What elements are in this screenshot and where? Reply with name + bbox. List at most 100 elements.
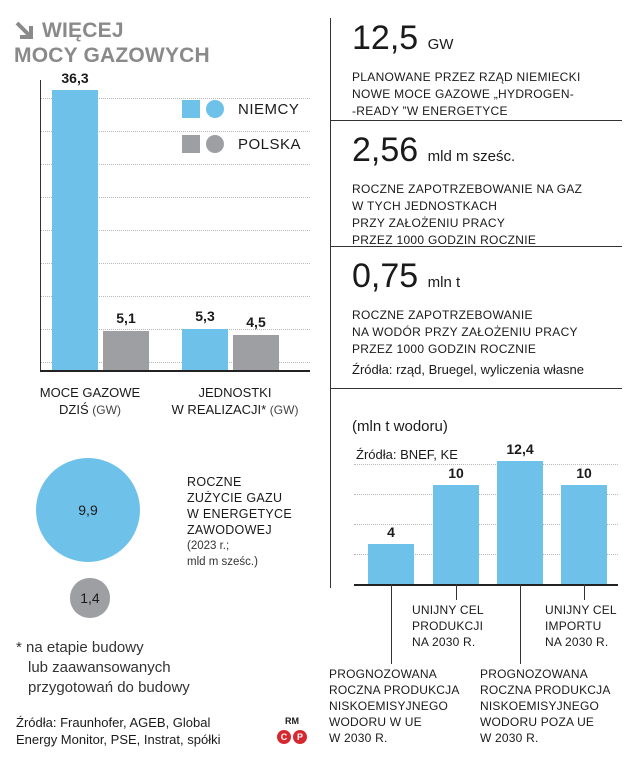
sources-line1: Źródła: Fraunhofer, AGEB, Global	[16, 715, 211, 730]
stat-0-unit: GW	[427, 36, 454, 53]
legend-circle-niemcy	[206, 100, 224, 118]
h2-label-1-line3: NA 2030 R.	[412, 635, 476, 649]
stat-divider-1	[330, 120, 622, 121]
stat-1-unit: mld m sześc.	[427, 148, 516, 165]
h2-label-2-line4: WODORU POZA UE	[480, 715, 595, 729]
h2-label-3-line2: IMPORTU	[545, 619, 602, 633]
bubble-niemcy-label: 9,9	[78, 502, 98, 518]
gridline	[40, 197, 310, 198]
gas-capacity-chart: 36,3 5,1 5,3 4,5	[14, 70, 314, 380]
gridline	[40, 329, 310, 330]
bubble-text-line2: ZUŻYCIE GAZU	[187, 491, 283, 505]
category-label-1-line2: W REALIZACJI*	[171, 402, 267, 417]
h2-label-3: UNIJNY CEL IMPORTU NA 2030 R.	[545, 602, 617, 650]
bubble-text-line4: ZAWODOWEJ	[187, 523, 272, 537]
stat-2-line2: NA WODÓR PRZY ZAŁOŻENIU PRACY	[352, 325, 578, 339]
h2-bar-value-label-0: 4	[387, 524, 395, 541]
h2-gridline	[354, 554, 618, 555]
stat-1-line4: PRZEZ 1000 GODZIN ROCZNIE	[352, 233, 537, 247]
column-divider	[330, 18, 331, 588]
gridline	[40, 230, 310, 231]
legend-square-niemcy	[182, 100, 200, 118]
stat-0-value: 12,5	[352, 19, 419, 57]
sources-line2: Energy Monitor, PSE, Instrat, spółki	[16, 732, 221, 747]
gridline	[40, 296, 310, 297]
bar-niemcy-0	[52, 90, 98, 370]
category-label-0-unit: (GW)	[92, 403, 121, 417]
bar-value-label-polska-0: 5,1	[116, 309, 136, 326]
stat-block-0: 12,5 GW PLANOWANE PRZEZ RZĄD NIEMIECKI N…	[352, 20, 622, 120]
h2-label-1-line2: PRODUKCJI	[412, 619, 484, 633]
h2-bar-3	[561, 485, 607, 584]
title-line-2: MOCY GAZOWYCH	[14, 44, 210, 67]
bubble-note-line1: (2023 r.;	[187, 540, 230, 552]
category-label-1: JEDNOSTKI W REALIZACJI* (GW)	[165, 384, 305, 419]
h2-leader-line-3	[584, 584, 585, 600]
sources: Źródła: Fraunhofer, AGEB, Global Energy …	[16, 714, 220, 748]
category-label-0: MOCE GAZOWE DZIŚ (GW)	[30, 384, 150, 419]
footnote: * na etapie budowy lub zaawansowanych pr…	[16, 638, 190, 698]
legend-label-niemcy: NIEMCY	[238, 100, 300, 118]
copyright-p-icon: P	[293, 730, 307, 744]
title-line-1: WIĘCEJ	[42, 19, 124, 42]
h2-bar-value-label-2: 12,4	[506, 441, 534, 458]
copyright-rm: RM	[285, 716, 299, 726]
h2-leader-line-2	[520, 584, 521, 664]
h2-label-0: PROGNOZOWANA ROCZNA PRODUKCJA NISKOEMISY…	[329, 666, 460, 746]
footnote-line3: przygotowań do budowy	[28, 679, 190, 696]
stat-1-value: 2,56	[352, 131, 419, 169]
x-axis-line	[40, 370, 310, 372]
legend-square-polska	[182, 135, 200, 153]
legend-item-niemcy: NIEMCY	[182, 100, 301, 118]
stat-divider-3	[330, 388, 622, 389]
legend: NIEMCY POLSKA	[182, 100, 301, 153]
legend-label-polska: POLSKA	[238, 135, 302, 153]
bubble-polska-label: 1,4	[80, 589, 100, 606]
stat-0-line1: PLANOWANE PRZEZ RZĄD NIEMIECKI	[352, 70, 581, 84]
stat-2-line1: ROCZNE ZAPOTRZEBOWANIE	[352, 308, 533, 322]
y-axis-line	[40, 80, 41, 371]
h2-gridline	[354, 494, 618, 495]
gridline	[40, 164, 310, 165]
h2-label-2-line5: W 2030 R.	[480, 731, 539, 745]
arrow-down-right-icon	[15, 21, 33, 39]
stat-0-line2: NOWE MOCE GAZOWE „HYDROGEN-	[352, 87, 575, 101]
stat-divider-2	[330, 246, 622, 247]
bar-value-label-niemcy-1: 5,3	[195, 308, 215, 325]
h2-chart-ylabel: (mln t wodoru)	[352, 418, 448, 435]
h2-label-1-line1: UNIJNY CEL	[412, 603, 484, 617]
h2-gridline	[354, 524, 618, 525]
h2-label-0-line5: W 2030 R.	[329, 731, 388, 745]
h2-bar-value-label-1: 10	[448, 465, 464, 481]
footnote-line1: * na etapie budowy	[16, 639, 144, 656]
hydrogen-chart: 4 10 12,4 10	[350, 440, 620, 590]
footnote-line2: lub zaawansowanych	[28, 659, 171, 676]
stat-2-line3: PRZEZ 1000 GODZIN ROCZNIE	[352, 342, 537, 356]
h2-label-2-line1: PROGNOZOWANA	[480, 667, 588, 681]
h2-label-2-line2: ROCZNA PRODUKCJA	[480, 683, 611, 697]
category-label-1-unit: (GW)	[269, 403, 299, 417]
bar-polska-1	[233, 335, 279, 370]
gridline	[40, 98, 310, 99]
legend-circle-polska	[206, 135, 224, 153]
h2-x-axis-line	[354, 584, 618, 586]
stat-2-value: 0,75	[352, 257, 419, 295]
stat-0-line3: -READY ”W ENERGETYCE	[352, 104, 508, 118]
bar-niemcy-1	[182, 329, 228, 370]
stat-1-line2: W TYCH JEDNOSTKACH	[352, 199, 498, 213]
stats-source: Źródła: rząd, Bruegel, wyliczenia własne	[352, 362, 584, 377]
stat-2-unit: mln t	[427, 274, 461, 291]
copyright-c-icon: C	[277, 730, 291, 744]
bubble-polska: 1,4	[70, 578, 110, 618]
h2-bar-value-label-3: 10	[576, 465, 592, 481]
h2-label-2-line3: NISKOEMISYJNEGO	[480, 699, 600, 713]
gridline	[40, 131, 310, 132]
h2-label-2: PROGNOZOWANA ROCZNA PRODUKCJA NISKOEMISY…	[480, 666, 611, 746]
category-label-1-line1: JEDNOSTKI	[198, 385, 272, 400]
category-label-0-line1: MOCE GAZOWE	[39, 385, 141, 400]
chart-title: WIĘCEJ MOCY GAZOWYCH	[14, 18, 210, 68]
h2-label-3-line3: NA 2030 R.	[545, 635, 609, 649]
category-label-0-line2: DZIŚ	[59, 402, 89, 417]
h2-label-0-line2: ROCZNA PRODUKCJA	[329, 683, 460, 697]
bubble-text-line3: W ENERGETYCE	[187, 507, 292, 521]
